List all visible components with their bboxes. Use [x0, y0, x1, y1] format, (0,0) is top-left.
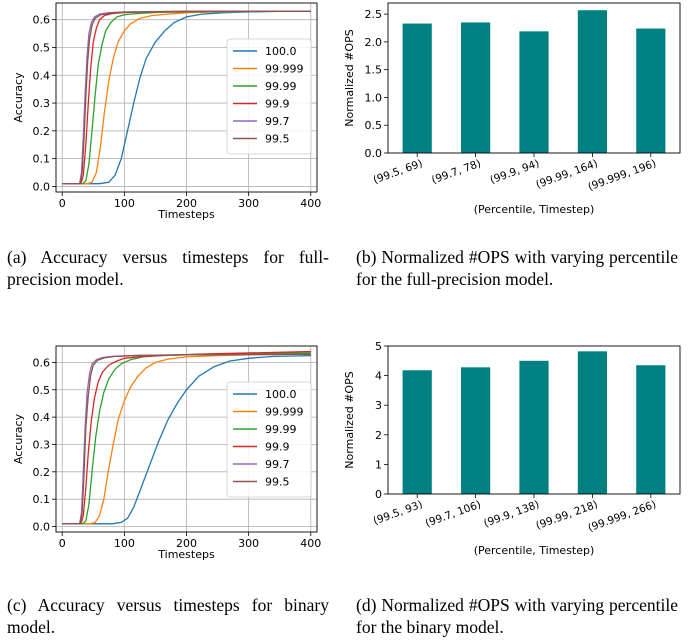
- series-line-99.5: [62, 10, 311, 185]
- legend-label: 99.7: [265, 458, 290, 471]
- y-tick-label: 0.6: [33, 14, 51, 27]
- bar: [461, 367, 491, 494]
- x-tick-label: 400: [300, 197, 321, 210]
- bar: [402, 23, 432, 153]
- y-axis-label: Accuracy: [12, 413, 25, 464]
- caption-c: (c) Accuracy versus timesteps for binary…: [7, 595, 329, 637]
- y-tick-label: 3: [375, 399, 382, 412]
- x-tick-label: 100: [114, 197, 135, 210]
- bar: [577, 10, 607, 153]
- caption-d: (d) Normalized #OPS with varying percent…: [356, 595, 678, 637]
- x-tick-label: 200: [176, 537, 197, 550]
- accuracy-line-chart-binary: 0 100 200 300 400 0.0 0.1 0.2 0.3 0.4 0.5 0.6 Timest…: [12, 345, 321, 561]
- x-tick-label: 0: [59, 197, 66, 210]
- y-tick-label: 0.6: [33, 356, 51, 369]
- x-tick-label: 100: [114, 537, 135, 550]
- legend-label: 99.5: [265, 133, 290, 146]
- y-tick-label: 1: [375, 458, 382, 471]
- y-axis-label: Accuracy: [12, 72, 25, 123]
- y-tick-label: 0.4: [33, 69, 51, 82]
- x-tick-label: (99.9, 94): [488, 158, 541, 187]
- bar: [519, 360, 549, 494]
- y-tick-label: 1.5: [365, 64, 383, 77]
- x-tick-label: (99.7, 106): [424, 499, 483, 530]
- bar: [402, 370, 432, 494]
- legend-label: 99.999: [265, 63, 304, 76]
- y-tick-label: 0.5: [33, 41, 51, 54]
- bar: [636, 28, 666, 153]
- caption-b: (b) Normalized #OPS with varying percent…: [356, 247, 678, 289]
- y-tick-label: 0.5: [365, 119, 383, 132]
- legend-label: 99.5: [265, 476, 290, 489]
- legend-label: 99.7: [265, 115, 290, 128]
- x-tick-label: (99.9, 138): [482, 499, 541, 530]
- y-tick-label: 0.2: [33, 125, 51, 138]
- y-tick-label: 2.0: [365, 36, 383, 49]
- legend-label: 100.0: [265, 388, 297, 401]
- x-axis-label: Timesteps: [157, 208, 215, 221]
- x-axis-label: Timesteps: [157, 548, 215, 561]
- y-tick-label: 0.0: [33, 180, 51, 193]
- x-tick-label: 300: [238, 537, 259, 550]
- legend-label: 99.9: [265, 98, 290, 111]
- y-tick-label: 1.0: [365, 91, 383, 104]
- y-tick-label: 0.2: [33, 466, 51, 479]
- y-tick-label: 0.1: [33, 153, 51, 166]
- legend-label: 99.99: [265, 423, 297, 436]
- x-tick-label: (99.5, 69): [372, 158, 425, 187]
- x-tick-label: 0: [59, 537, 66, 550]
- bar: [636, 365, 666, 494]
- x-axis-label: (Percentile, Timestep): [474, 544, 595, 557]
- legend-label: 100.0: [265, 45, 297, 58]
- x-axis-label: (Percentile, Timestep): [474, 203, 595, 216]
- y-tick-label: 4: [375, 370, 382, 383]
- y-axis-label: Normalized #OPS: [343, 29, 356, 126]
- y-axis-label: Normalized #OPS: [343, 371, 356, 468]
- x-tick-label: (99.7, 78): [430, 158, 483, 187]
- series-line-99.999: [62, 353, 311, 525]
- x-tick-label: 300: [238, 197, 259, 210]
- bar: [461, 22, 491, 154]
- x-tick-label: (99.5, 93): [372, 499, 425, 528]
- ops-bar-chart-full-precision: 0.0 0.5 1.0 1.5 2.0 2.5 (99.5, 69) (99.7, 78) (9…: [343, 2, 681, 216]
- legend-label: 99.999: [265, 406, 304, 419]
- series-line-100.0: [62, 354, 311, 525]
- y-tick-label: 0.4: [33, 411, 51, 424]
- y-tick-label: 0.5: [33, 384, 51, 397]
- x-tick-label: 200: [176, 197, 197, 210]
- series-line-99.5: [62, 353, 311, 525]
- y-tick-label: 0.0: [33, 521, 51, 534]
- x-tick-label: 400: [300, 537, 321, 550]
- y-tick-label: 0.1: [33, 493, 51, 506]
- y-tick-label: 5: [375, 340, 382, 353]
- bar: [577, 351, 607, 494]
- y-tick-label: 0.3: [33, 97, 51, 110]
- series-line-100.0: [62, 10, 311, 185]
- y-tick-label: 2.5: [365, 8, 383, 21]
- y-tick-label: 2: [375, 429, 382, 442]
- legend-label: 99.99: [265, 80, 297, 93]
- y-tick-label: 0.3: [33, 438, 51, 451]
- accuracy-line-chart-full-precision: 0 100 200 300 400 0.0 0.1 0.2 0.3 0.4 0.5 0.6 Timest…: [12, 2, 321, 221]
- bar: [519, 31, 549, 153]
- series-line-99.999: [62, 10, 311, 185]
- legend-label: 99.9: [265, 441, 290, 454]
- caption-a: (a) Accuracy versus timesteps for full-p…: [7, 247, 329, 289]
- y-tick-label: 0.0: [365, 147, 383, 160]
- y-tick-label: 0: [375, 488, 382, 501]
